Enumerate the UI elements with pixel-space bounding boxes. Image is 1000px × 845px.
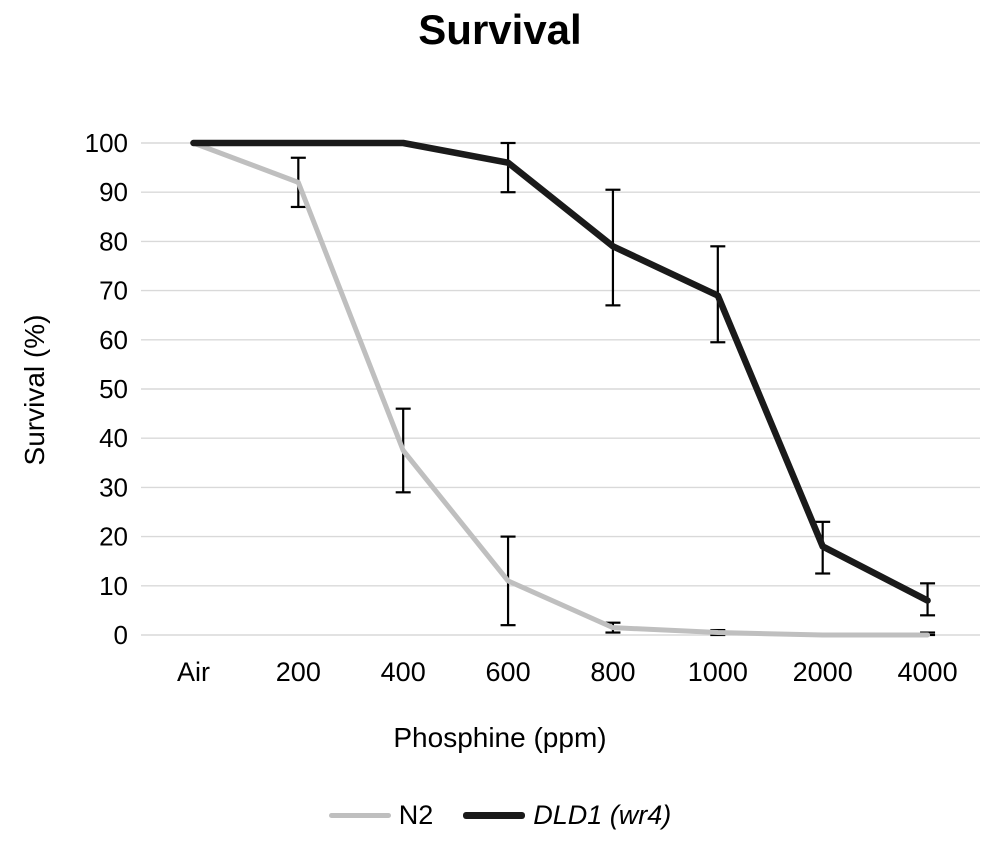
y-tick-label: 80 — [99, 226, 128, 256]
x-tick-label: 600 — [486, 657, 531, 687]
legend-item-dld1-wr4: DLD1 (wr4) — [463, 800, 671, 831]
y-tick-label: 70 — [99, 276, 128, 306]
y-tick-label: 90 — [99, 177, 128, 207]
x-tick-label: 400 — [381, 657, 426, 687]
y-tick-label: 0 — [114, 620, 128, 650]
series-line-n2 — [190, 140, 931, 638]
x-axis-title: Phosphine (ppm) — [393, 722, 607, 753]
legend-label-n2: N2 — [398, 800, 434, 830]
n2-line-swatch — [328, 813, 391, 818]
y-tick-label: 60 — [99, 325, 128, 355]
dld1-wr4-line-swatch — [463, 812, 526, 819]
chart-title: Survival — [418, 6, 582, 53]
legend-item-n2: N2 — [328, 800, 434, 831]
x-tick-label: 2000 — [793, 657, 853, 687]
y-tick-label: 20 — [99, 522, 128, 552]
y-tick-label: 10 — [99, 571, 128, 601]
y-tick-label: 50 — [99, 374, 128, 404]
legend: N2 DLD1 (wr4) — [0, 800, 1000, 831]
y-tick-label: 100 — [85, 128, 128, 158]
x-tick-label: 200 — [276, 657, 321, 687]
y-tick-label: 40 — [99, 423, 128, 453]
y-tick-label: 30 — [99, 472, 128, 502]
series-line-dld1-wr4 — [190, 139, 931, 604]
x-tick-label: 800 — [590, 657, 635, 687]
x-tick-label: Air — [177, 657, 210, 687]
x-tick-label: 4000 — [898, 657, 958, 687]
x-tick-label: 1000 — [688, 657, 748, 687]
legend-label-dld1-wr4: DLD1 (wr4) — [533, 800, 672, 830]
